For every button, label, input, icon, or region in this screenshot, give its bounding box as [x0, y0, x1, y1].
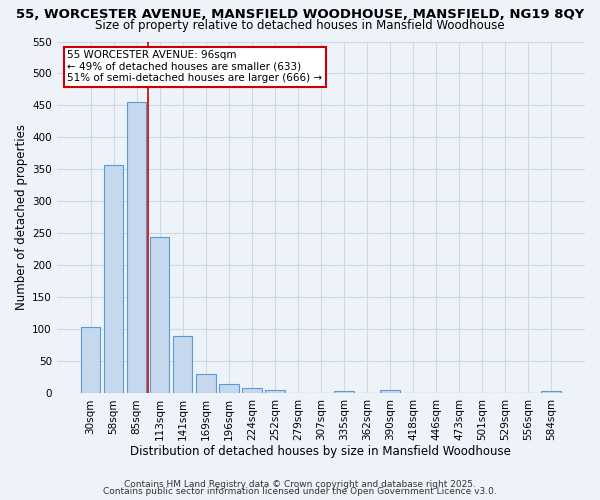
X-axis label: Distribution of detached houses by size in Mansfield Woodhouse: Distribution of detached houses by size …: [130, 444, 511, 458]
Text: 55, WORCESTER AVENUE, MANSFIELD WOODHOUSE, MANSFIELD, NG19 8QY: 55, WORCESTER AVENUE, MANSFIELD WOODHOUS…: [16, 8, 584, 21]
Bar: [265, 390, 284, 394]
Bar: [380, 390, 400, 394]
Text: 55 WORCESTER AVENUE: 96sqm
← 49% of detached houses are smaller (633)
51% of sem: 55 WORCESTER AVENUE: 96sqm ← 49% of deta…: [67, 50, 322, 84]
Bar: [242, 388, 262, 394]
Bar: [196, 374, 215, 394]
Bar: [541, 391, 561, 394]
Bar: [219, 384, 239, 394]
Bar: [81, 328, 100, 394]
Text: Contains public sector information licensed under the Open Government Licence v3: Contains public sector information licen…: [103, 487, 497, 496]
Bar: [173, 336, 193, 394]
Bar: [104, 165, 124, 394]
Bar: [127, 102, 146, 394]
Text: Size of property relative to detached houses in Mansfield Woodhouse: Size of property relative to detached ho…: [95, 18, 505, 32]
Text: Contains HM Land Registry data © Crown copyright and database right 2025.: Contains HM Land Registry data © Crown c…: [124, 480, 476, 489]
Bar: [150, 238, 169, 394]
Y-axis label: Number of detached properties: Number of detached properties: [15, 124, 28, 310]
Bar: [334, 392, 354, 394]
